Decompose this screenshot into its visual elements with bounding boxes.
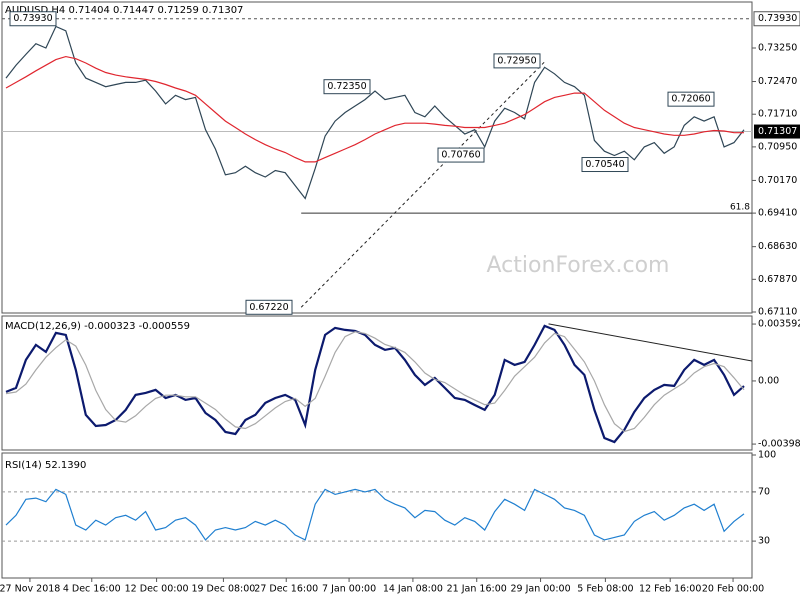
- y-tick-label: 0.67870: [758, 274, 797, 285]
- series-line: [5, 25, 745, 200]
- last-price-box: [754, 124, 800, 139]
- panel-title: MACD(12,26,9) -0.000323 -0.000559: [5, 321, 190, 332]
- annotation-label: 0.72950: [497, 55, 536, 66]
- panel-title: AUDUSD,H4 0.71404 0.71447 0.71259 0.7130…: [5, 5, 243, 16]
- y-tick-label: 100: [758, 450, 776, 461]
- x-tick-label: 20 Feb 00:00: [702, 584, 764, 595]
- x-tick-label: 27 Nov 2018: [0, 584, 60, 595]
- annotation-box: [667, 91, 715, 107]
- annotation-box: [9, 11, 57, 27]
- annotation-label: 0.67220: [249, 302, 288, 313]
- annotation-label: 0.70540: [585, 159, 624, 170]
- x-tick-label: 7 Jan 00:00: [322, 584, 376, 595]
- annotation-box: [245, 299, 293, 315]
- trendline: [300, 60, 546, 308]
- annotation-box: [323, 79, 371, 95]
- y-tick-label: 0.71710: [758, 109, 797, 120]
- x-tick-label: 27 Dec 16:00: [254, 584, 318, 595]
- y-tick-label: 0.70170: [758, 175, 797, 186]
- panel-title: RSI(14) 52.1390: [5, 460, 86, 471]
- y-tick-label: 0.00: [758, 375, 779, 386]
- series-line: [5, 488, 745, 541]
- annotation-box: [437, 147, 485, 163]
- y-tick-label: -0.003986: [758, 439, 800, 450]
- y-tick-label: 0.69410: [758, 208, 797, 219]
- series-line: [5, 324, 745, 444]
- x-tick-label: 14 Jan 08:00: [383, 584, 443, 595]
- y-tick-label: 30: [758, 536, 770, 547]
- x-tick-label: 19 Dec 08:00: [191, 584, 255, 595]
- rsi-panel: [1, 452, 753, 579]
- annotation-label: 0.73930: [13, 13, 52, 24]
- annotation-label: 0.72350: [327, 81, 366, 92]
- x-tick-label: 21 Jan 16:00: [447, 584, 507, 595]
- x-tick-label: 29 Jan 00:00: [510, 584, 570, 595]
- annotation-box: [493, 53, 541, 69]
- y-tick-label: 0.68630: [758, 241, 797, 252]
- series-line: [5, 55, 744, 163]
- watermark: ActionForex.com: [487, 253, 670, 278]
- y-tick-label: 0.73250: [758, 42, 797, 53]
- x-tick-label: 5 Feb 08:00: [577, 584, 633, 595]
- annotation-label: 0.70760: [441, 150, 480, 161]
- trendline: [548, 323, 753, 362]
- fib-label: 61.8: [730, 203, 750, 213]
- high-label: 0.73930: [758, 13, 797, 24]
- annotation-label: 0.72060: [671, 94, 710, 105]
- x-tick-label: 4 Dec 16:00: [63, 584, 121, 595]
- annotation-box: [581, 157, 629, 173]
- series-line: [5, 331, 745, 433]
- y-tick-label: 0.67110: [758, 307, 797, 318]
- y-tick-label: 0.70950: [758, 141, 797, 152]
- y-tick-label: 70: [758, 486, 770, 497]
- x-tick-label: 12 Feb 16:00: [639, 584, 701, 595]
- x-tick-label: 12 Dec 00:00: [125, 584, 189, 595]
- y-tick-label: 0.003592: [758, 319, 800, 330]
- high-box: [753, 11, 800, 27]
- macd-panel: [1, 315, 753, 451]
- y-tick-label: 0.72470: [758, 76, 797, 87]
- price-panel: [1, 1, 753, 314]
- last-price-label: 0.71307: [758, 126, 797, 137]
